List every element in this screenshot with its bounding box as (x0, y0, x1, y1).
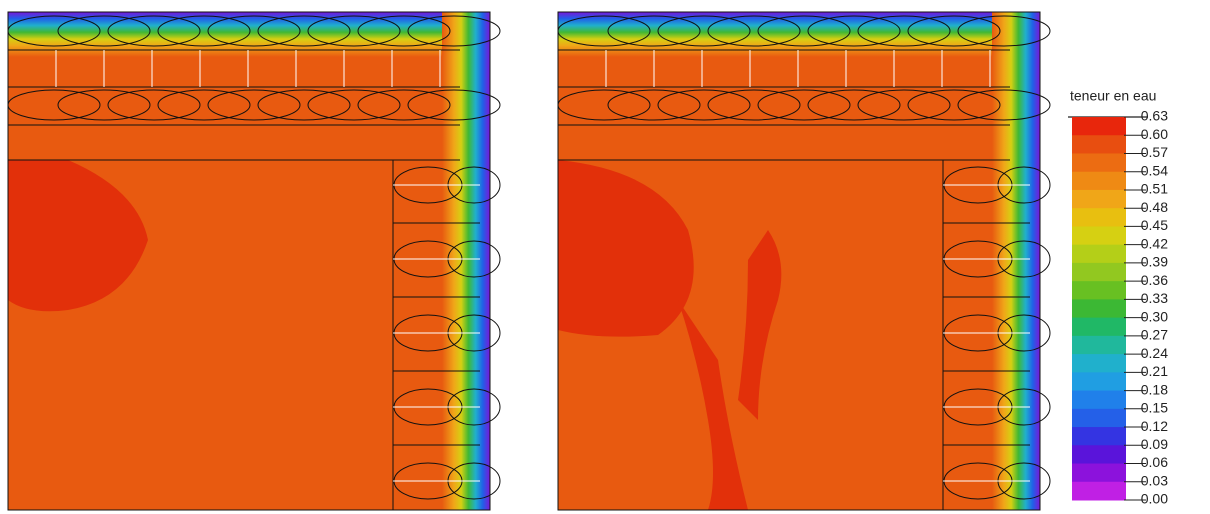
block-cell (257, 15, 351, 47)
block-cell (957, 89, 1051, 121)
block-cell (207, 89, 301, 121)
block-cell (357, 89, 451, 121)
colorbar-band (1072, 354, 1126, 373)
colorbar-band (1072, 463, 1126, 483)
block-cell (407, 15, 501, 47)
contour-panel (557, 11, 1051, 511)
wet-zone (678, 300, 748, 510)
colorbar-band (1072, 262, 1126, 282)
colorbar-label: 0.45 (1141, 217, 1168, 233)
colorbar-label: 0.27 (1141, 327, 1168, 343)
colorbar-band (1072, 481, 1126, 501)
block-cell (57, 89, 151, 121)
colorbar-band (1072, 244, 1126, 264)
block-cell (657, 15, 751, 47)
block-cell (857, 89, 951, 121)
wet-zone (738, 230, 782, 420)
block-cell (857, 15, 951, 47)
block-cell (157, 15, 251, 47)
colorbar-label: 0.12 (1141, 418, 1168, 434)
colorbar-label: 0.06 (1141, 454, 1168, 470)
colorbar-label: 0.09 (1141, 436, 1168, 452)
colorbar-label: 0.30 (1141, 308, 1168, 324)
colorbar-label: 0.24 (1141, 345, 1168, 361)
colorbar-label: 0.39 (1141, 254, 1168, 270)
colorbar-band (1072, 171, 1126, 191)
wet-zone (558, 160, 694, 337)
panels (7, 11, 1051, 511)
colorbar-label: 0.63 (1141, 108, 1168, 124)
contour-panel (7, 11, 501, 511)
colorbar-band (1072, 117, 1126, 136)
colorbar-label: 0.36 (1141, 272, 1168, 288)
colorbar-band (1072, 135, 1126, 154)
block-cell (607, 15, 701, 47)
colorbar-label: 0.48 (1141, 199, 1168, 215)
block-cell (57, 15, 151, 47)
block-cell (107, 15, 201, 47)
block-cell (307, 15, 401, 47)
colorbar-band (1072, 208, 1126, 227)
colorbar: 0.63 0.60 0.57 0.54 0.51 0.48 0.45 0.42 0.39 0.36… (1072, 108, 1168, 507)
colorbar-band (1072, 226, 1126, 246)
colorbar-label: 0.00 (1141, 491, 1168, 507)
colorbar-band (1072, 372, 1126, 392)
colorbar-band (1072, 153, 1126, 173)
colorbar-label: 0.60 (1141, 126, 1168, 142)
colorbar-band (1072, 390, 1126, 410)
colorbar-label: 0.18 (1141, 381, 1168, 397)
block-cell (757, 15, 851, 47)
colorbar-label: 0.03 (1141, 472, 1168, 488)
wet-zone (8, 160, 148, 312)
block-cell (407, 89, 501, 121)
colorbar-band (1072, 408, 1126, 428)
colorbar-label: 0.42 (1141, 235, 1168, 251)
colorbar-band (1072, 445, 1126, 465)
colorbar-band (1072, 281, 1126, 300)
block-cell (907, 15, 1001, 47)
colorbar-band (1072, 335, 1126, 355)
block-cell (607, 89, 701, 121)
block-cell (657, 89, 751, 121)
colorbar-band (1072, 317, 1126, 337)
block-cell (907, 89, 1001, 121)
block-cell (707, 89, 801, 121)
panel-frame (7, 11, 491, 511)
colorbar-label: 0.51 (1141, 181, 1168, 197)
colorbar-label: 0.54 (1141, 162, 1168, 178)
colorbar-label: 0.21 (1141, 363, 1168, 379)
block-cell (207, 15, 301, 47)
colorbar-label: 0.33 (1141, 290, 1168, 306)
colorbar-band (1072, 427, 1126, 446)
block-cell (757, 89, 851, 121)
block-cell (157, 89, 251, 121)
right-gradient (442, 12, 490, 510)
right-gradient (992, 12, 1040, 510)
colorbar-label: 0.57 (1141, 144, 1168, 160)
colorbar-band (1072, 299, 1126, 319)
block-cell (307, 89, 401, 121)
panel-frame (557, 11, 1041, 511)
block-cell (707, 15, 801, 47)
block-cell (257, 89, 351, 121)
block-cell (807, 89, 901, 121)
colorbar-band (1072, 189, 1126, 209)
block-cell (357, 15, 451, 47)
legend-title: teneur en eau (1070, 88, 1156, 104)
colorbar-label: 0.15 (1141, 400, 1168, 416)
block-cell (957, 15, 1051, 47)
block-cell (807, 15, 901, 47)
block-cell (107, 89, 201, 121)
